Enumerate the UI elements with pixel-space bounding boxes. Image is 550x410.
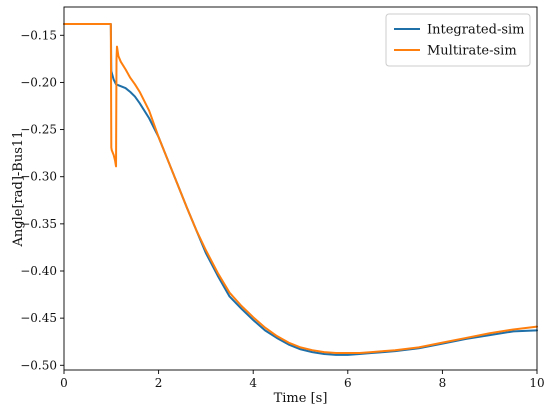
x-axis: 0 2 4 6 8 10 [60,370,545,390]
y-tick-label: −0.50 [20,358,57,372]
y-axis-label: Angle[rad]-Bus11 [11,131,26,248]
x-tick-label: 4 [249,376,257,390]
y-tick-label: −0.40 [20,264,57,278]
legend-label: Integrated-sim [427,23,525,38]
plot-frame [63,6,538,371]
x-axis-label: Time [s] [274,391,328,406]
series-line-multirate-sim [63,22,538,355]
y-tick-label: −0.20 [20,75,57,89]
x-tick-label: 0 [60,376,68,390]
x-tick-label: 6 [344,376,352,390]
series-line-integrated-sim [63,22,538,356]
legend: Integrated-sim Multirate-sim [385,13,531,67]
x-tick-label: 10 [529,376,544,390]
series-layer [63,22,538,356]
y-tick-label: −0.30 [20,170,57,184]
y-tick-label: −0.15 [20,28,57,42]
x-tick-label: 2 [155,376,163,390]
legend-label: Multirate-sim [427,44,517,59]
y-tick-label: −0.45 [20,311,57,325]
y-axis: −0.15 −0.20 −0.25 −0.30 −0.35 −0.40 −0.45 −0.50 [20,28,64,372]
legend-box [385,13,531,67]
x-tick-label: 8 [439,376,447,390]
y-tick-label: −0.35 [20,217,57,231]
plot-area [63,6,538,371]
y-tick-label: −0.25 [20,123,57,137]
